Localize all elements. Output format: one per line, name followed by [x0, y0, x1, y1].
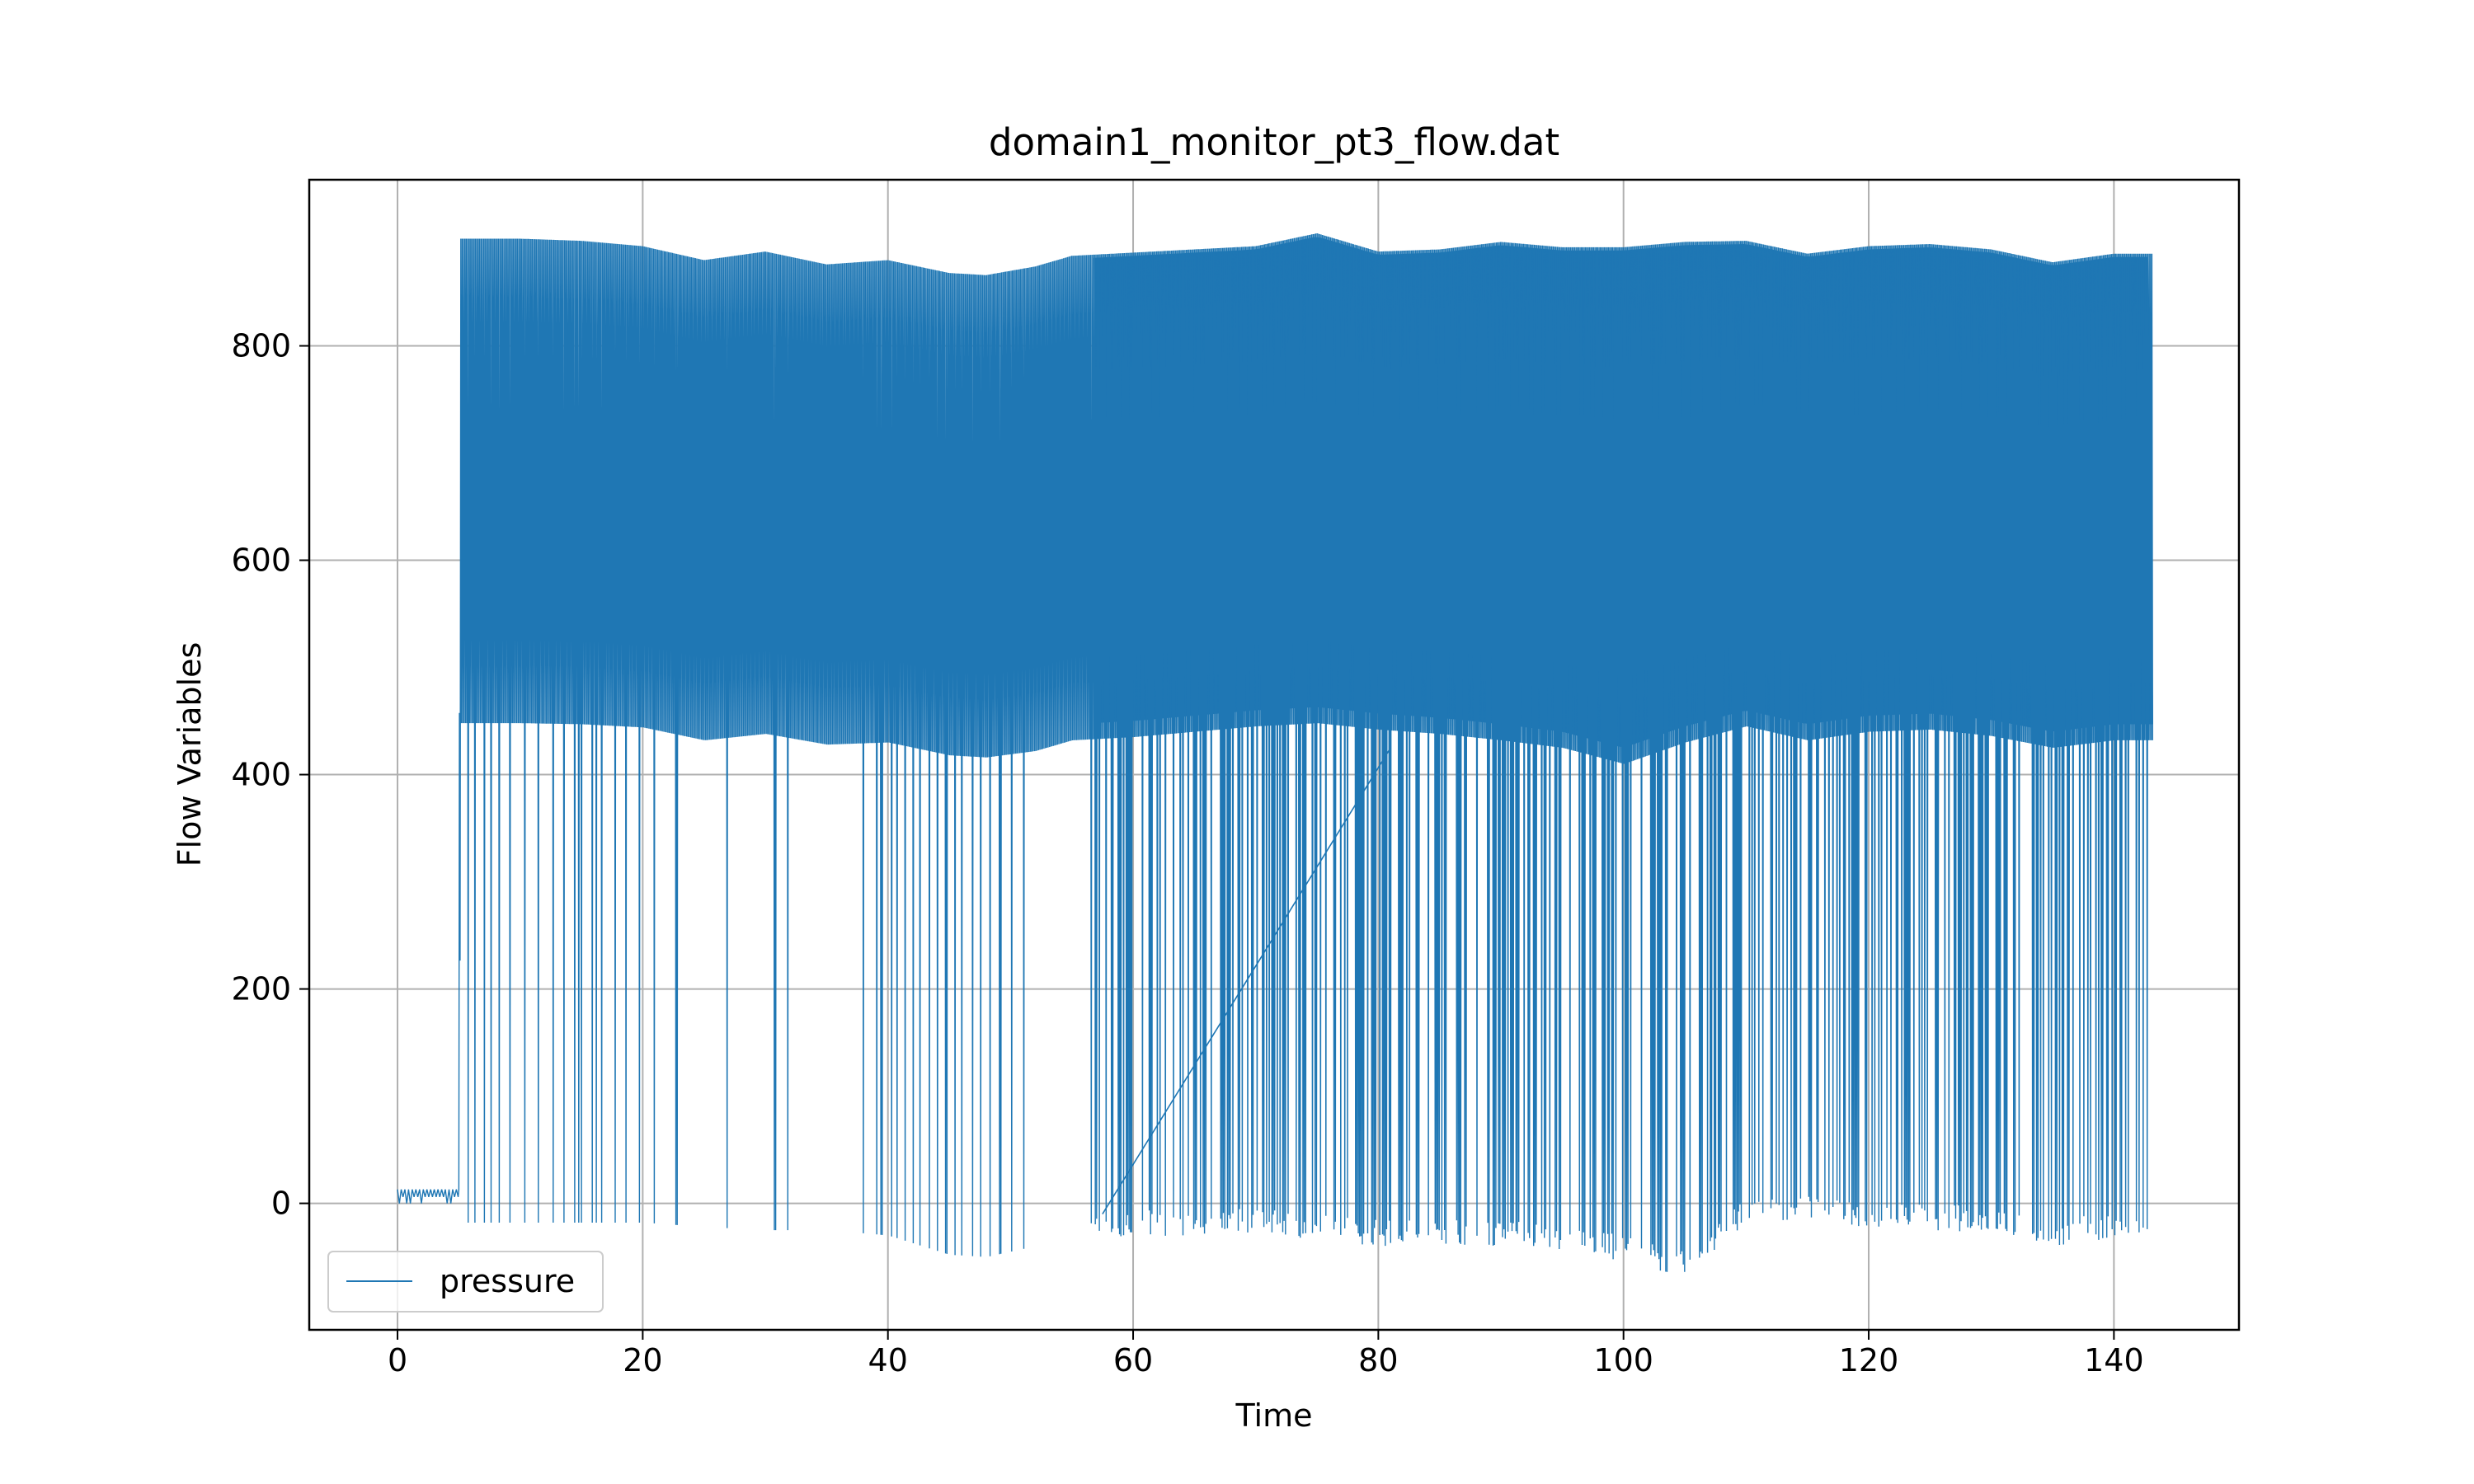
y-axis-label: Flow Variables [172, 642, 208, 866]
pressure-line [397, 232, 2153, 1272]
y-tick-label: 400 [231, 757, 291, 793]
x-tick-label: 0 [388, 1342, 407, 1378]
x-axis-label: Time [1235, 1397, 1313, 1434]
y-tick-label: 200 [231, 971, 291, 1007]
legend-box [327, 1251, 604, 1313]
x-tick-label: 80 [1358, 1342, 1398, 1378]
y-tick-label: 600 [231, 542, 291, 579]
x-axis-ticks: 0 20 40 60 80 100 120 140 [388, 1330, 2144, 1378]
x-tick-label: 40 [868, 1342, 908, 1378]
y-tick-label: 800 [231, 328, 291, 364]
x-tick-label: 100 [1593, 1342, 1653, 1378]
pressure-ramp-segment [1102, 747, 1391, 1215]
x-tick-label: 60 [1113, 1342, 1153, 1378]
x-tick-label: 120 [1839, 1342, 1899, 1378]
x-tick-label: 140 [2084, 1342, 2144, 1378]
axes-frame [308, 178, 2241, 1331]
legend: pressure [327, 1251, 604, 1313]
legend-label-pressure: pressure [440, 1263, 575, 1299]
x-tick-label: 20 [623, 1342, 662, 1378]
chart-title: domain1_monitor_pt3_flow.dat [989, 120, 1559, 164]
y-tick-label: 0 [271, 1186, 291, 1222]
series-pressure [397, 232, 2153, 1272]
y-axis-ticks: 0 200 400 600 800 [231, 328, 309, 1222]
